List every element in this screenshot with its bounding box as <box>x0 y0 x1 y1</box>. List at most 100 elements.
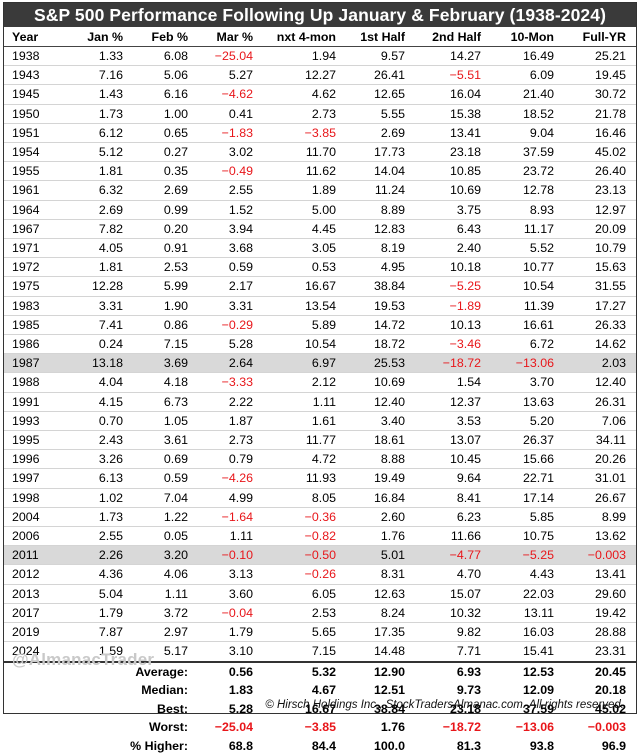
value-cell: 0.05 <box>133 527 198 546</box>
year-cell: 1996 <box>4 450 67 469</box>
value-cell: 10.45 <box>415 450 491 469</box>
value-cell: 13.54 <box>263 296 346 315</box>
value-cell: 17.27 <box>564 296 636 315</box>
value-cell: 0.53 <box>263 258 346 277</box>
value-cell: 10.79 <box>564 239 636 258</box>
watermark: @AlmanacTrader <box>12 650 154 670</box>
value-cell: 15.63 <box>564 258 636 277</box>
value-cell: 3.53 <box>415 411 491 430</box>
table-title: S&P 500 Performance Following Up January… <box>4 3 636 27</box>
value-cell: 17.73 <box>346 143 415 162</box>
value-cell: 10.69 <box>415 181 491 200</box>
value-cell: 13.18 <box>67 354 133 373</box>
value-cell: 10.75 <box>491 527 564 546</box>
value-cell: 2.64 <box>198 354 263 373</box>
value-cell: 3.61 <box>133 431 198 450</box>
col-header-mar: Mar % <box>198 27 263 47</box>
value-cell: 0.65 <box>133 123 198 142</box>
value-cell: 2.22 <box>198 392 263 411</box>
summary-value: 0.56 <box>198 662 263 682</box>
year-cell: 1945 <box>4 85 67 104</box>
summary-value: −25.04 <box>198 718 263 737</box>
value-cell: 3.69 <box>133 354 198 373</box>
value-cell: 26.31 <box>564 392 636 411</box>
value-cell: 7.87 <box>67 623 133 642</box>
value-cell: 9.64 <box>415 469 491 488</box>
summary-value: 9.73 <box>415 681 491 700</box>
value-cell: 23.18 <box>415 143 491 162</box>
summary-value: 12.53 <box>491 662 564 682</box>
value-cell: 22.71 <box>491 469 564 488</box>
value-cell: 5.27 <box>198 66 263 85</box>
year-cell: 1971 <box>4 239 67 258</box>
value-cell: 6.12 <box>67 123 133 142</box>
year-cell: 2004 <box>4 507 67 526</box>
value-cell: 12.97 <box>564 200 636 219</box>
value-cell: 6.09 <box>491 66 564 85</box>
value-cell: 5.99 <box>133 277 198 296</box>
value-cell: 28.88 <box>564 623 636 642</box>
value-cell: 1.79 <box>67 603 133 622</box>
value-cell: 19.45 <box>564 66 636 85</box>
value-cell: 1.02 <box>67 488 133 507</box>
value-cell: 0.99 <box>133 200 198 219</box>
year-cell: 1983 <box>4 296 67 315</box>
value-cell: 5.04 <box>67 584 133 603</box>
value-cell: 15.66 <box>491 450 564 469</box>
value-cell: −0.26 <box>263 565 346 584</box>
year-cell: 1964 <box>4 200 67 219</box>
summary-label: % Higher: <box>4 737 198 755</box>
value-cell: 1.61 <box>263 411 346 430</box>
value-cell: 2.26 <box>67 546 133 565</box>
value-cell: 34.11 <box>564 431 636 450</box>
value-cell: 19.49 <box>346 469 415 488</box>
col-header-first-half: 1st Half <box>346 27 415 47</box>
value-cell: 7.41 <box>67 315 133 334</box>
value-cell: 6.05 <box>263 584 346 603</box>
value-cell: 4.04 <box>67 373 133 392</box>
value-cell: 1.73 <box>67 104 133 123</box>
value-cell: −1.89 <box>415 296 491 315</box>
value-cell: 11.70 <box>263 143 346 162</box>
value-cell: 16.61 <box>491 315 564 334</box>
year-cell: 1998 <box>4 488 67 507</box>
value-cell: −0.36 <box>263 507 346 526</box>
value-cell: 3.20 <box>133 546 198 565</box>
value-cell: 0.79 <box>198 450 263 469</box>
value-cell: 6.08 <box>133 47 198 66</box>
summary-value: 93.8 <box>491 737 564 755</box>
value-cell: 2.69 <box>346 123 415 142</box>
value-cell: 6.23 <box>415 507 491 526</box>
value-cell: 13.07 <box>415 431 491 450</box>
value-cell: 37.59 <box>491 143 564 162</box>
value-cell: 7.04 <box>133 488 198 507</box>
value-cell: 11.39 <box>491 296 564 315</box>
value-cell: 10.54 <box>491 277 564 296</box>
value-cell: 1.94 <box>263 47 346 66</box>
value-cell: 6.13 <box>67 469 133 488</box>
value-cell: −4.26 <box>198 469 263 488</box>
value-cell: 23.31 <box>564 642 636 662</box>
summary-value: 12.09 <box>491 681 564 700</box>
value-cell: 26.67 <box>564 488 636 507</box>
value-cell: −5.25 <box>415 277 491 296</box>
value-cell: 4.99 <box>198 488 263 507</box>
year-cell: 1967 <box>4 219 67 238</box>
value-cell: 7.06 <box>564 411 636 430</box>
summary-value: −3.85 <box>263 718 346 737</box>
value-cell: 13.41 <box>564 565 636 584</box>
